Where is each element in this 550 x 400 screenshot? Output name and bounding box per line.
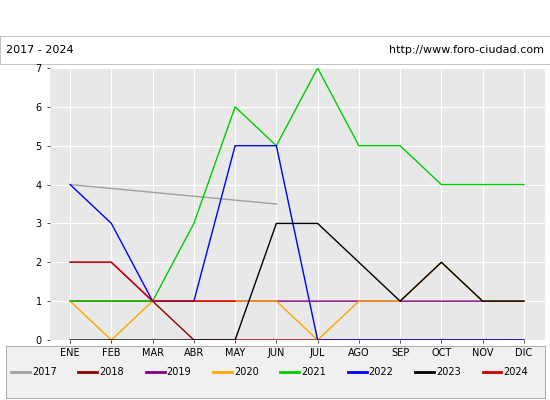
- Text: http://www.foro-ciudad.com: http://www.foro-ciudad.com: [389, 45, 544, 55]
- Text: 2023: 2023: [436, 367, 461, 377]
- Text: 2020: 2020: [234, 367, 258, 377]
- Text: 2018: 2018: [99, 367, 124, 377]
- Text: 2021: 2021: [301, 367, 326, 377]
- Text: 2024: 2024: [503, 367, 528, 377]
- Text: Evolucion del paro registrado en Membrillera: Evolucion del paro registrado en Membril…: [102, 10, 448, 26]
- Text: 2017 - 2024: 2017 - 2024: [6, 45, 73, 55]
- Text: 2017: 2017: [32, 367, 57, 377]
- Text: 2022: 2022: [368, 367, 394, 377]
- Text: 2019: 2019: [167, 367, 191, 377]
